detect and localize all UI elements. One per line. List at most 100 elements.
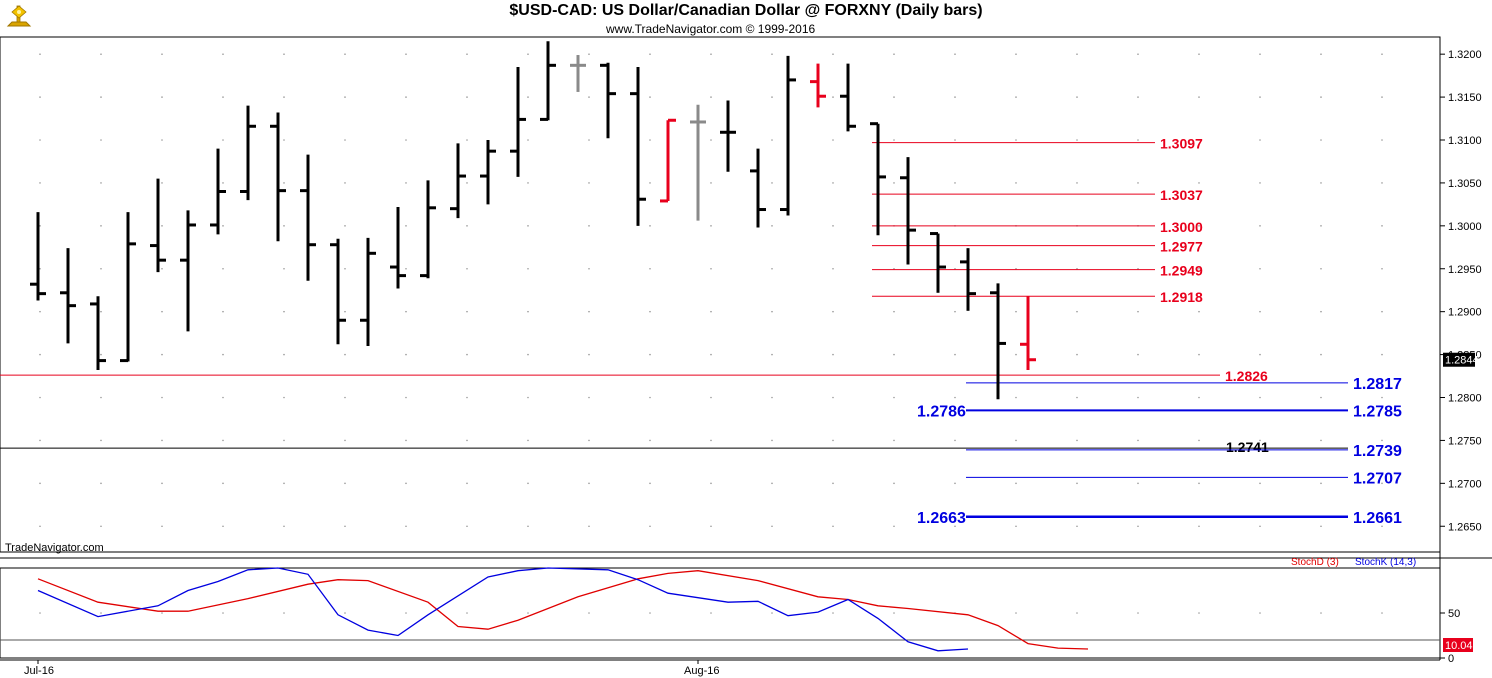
grid-dot [100, 353, 102, 356]
grid-dot [893, 182, 895, 184]
ohlc-bar [240, 105, 256, 201]
grid-dot [832, 267, 834, 270]
grid-dot [344, 353, 346, 356]
stoch-y-tick-label: 0 [1448, 653, 1454, 665]
grid-dot [1137, 525, 1139, 528]
grid-dot [1198, 267, 1200, 270]
grid-dot [405, 182, 407, 184]
grid-dot [344, 139, 346, 141]
grid-dot [161, 353, 163, 356]
grid-dot [283, 310, 285, 313]
grid-dot [1259, 396, 1261, 399]
ohlc-bar [420, 180, 436, 279]
grid-dot [39, 439, 41, 442]
level-label: 1.2918 [1160, 289, 1203, 305]
grid-dot [649, 96, 651, 98]
grid-dot [771, 439, 773, 442]
stoch-grid-dot [588, 612, 590, 614]
ohlc-bar [450, 143, 466, 219]
grid-dot [771, 225, 773, 227]
grid-dot [100, 182, 102, 184]
grid-dot [1015, 96, 1017, 98]
grid-dot [222, 396, 224, 399]
grid-dot [1137, 53, 1139, 55]
ohlc-bar [600, 62, 616, 139]
grid-dot [1137, 182, 1139, 184]
y-tick-label: 1.3200 [1448, 49, 1482, 61]
grid-dot [1015, 439, 1017, 442]
grid-dot [954, 525, 956, 528]
grid-dot [1076, 310, 1078, 313]
grid-dot [710, 139, 712, 141]
stoch-grid-dot [405, 612, 407, 614]
grid-dot [1015, 353, 1017, 356]
stoch-legend-d: StochD (3) [1291, 557, 1339, 568]
x-tick-label: Aug-16 [684, 665, 719, 677]
grid-dot [527, 353, 529, 356]
grid-dot [710, 525, 712, 528]
grid-dot [649, 353, 651, 356]
grid-dot [344, 396, 346, 399]
stoch-series-line [37, 567, 969, 652]
grid-dot [222, 310, 224, 313]
y-tick-label: 1.2900 [1448, 307, 1482, 319]
ohlc-bar [120, 212, 136, 363]
ohlc-bar [780, 55, 796, 216]
grid-dot [649, 310, 651, 313]
ohlc-bar [390, 206, 406, 289]
y-tick-label: 1.3050 [1448, 178, 1482, 190]
grid-dot [344, 525, 346, 528]
grid-dot [1381, 96, 1383, 98]
grid-dot [1137, 310, 1139, 313]
chart-title: $USD-CAD: US Dollar/Canadian Dollar @ FO… [509, 2, 983, 19]
level-label: 1.2785 [1353, 403, 1402, 420]
grid-dot [1076, 353, 1078, 356]
grid-dot [1076, 96, 1078, 98]
grid-dot [1381, 182, 1383, 184]
stoch-grid-dot [1259, 612, 1261, 614]
grid-dot [161, 53, 163, 55]
ohlc-bar [930, 232, 946, 293]
level-label: 1.3000 [1160, 219, 1203, 235]
grid-dot [1198, 525, 1200, 528]
grid-dot [588, 353, 590, 356]
ohlc-bar [480, 140, 496, 205]
grid-dot [1198, 139, 1200, 141]
grid-dot [1320, 96, 1322, 98]
grid-dot [161, 139, 163, 141]
grid-dot [649, 525, 651, 528]
ohlc-bar [870, 122, 886, 236]
grid-dot [39, 182, 41, 184]
stoch-grid-dot [283, 612, 285, 614]
grid-dot [710, 225, 712, 227]
grid-dot [832, 310, 834, 313]
grid-dot [1259, 525, 1261, 528]
level-label: 1.2707 [1353, 470, 1402, 487]
grid-dot [1198, 482, 1200, 485]
grid-dot [466, 225, 468, 227]
grid-dot [1137, 439, 1139, 442]
grid-dot [527, 439, 529, 442]
grid-dot [466, 396, 468, 399]
grid-dot [588, 525, 590, 528]
grid-dot [1076, 482, 1078, 485]
ohlc-bar [90, 296, 106, 371]
y-tick-label: 1.2750 [1448, 435, 1482, 447]
grid-dot [1015, 482, 1017, 485]
grid-dot [893, 353, 895, 356]
ohlc-bar [330, 238, 346, 345]
grid-dot [771, 525, 773, 528]
grid-dot [1320, 525, 1322, 528]
stoch-grid-dot [893, 612, 895, 614]
grid-dot [1137, 353, 1139, 356]
ohlc-bar [210, 148, 226, 235]
stoch-grid-dot [771, 612, 773, 614]
y-tick-label: 1.2950 [1448, 264, 1482, 276]
grid-dot [954, 439, 956, 442]
grid-dot [954, 396, 956, 399]
grid-dot [466, 267, 468, 270]
grid-dot [222, 96, 224, 98]
grid-dot [161, 182, 163, 184]
grid-dot [39, 525, 41, 528]
grid-dot [710, 96, 712, 98]
